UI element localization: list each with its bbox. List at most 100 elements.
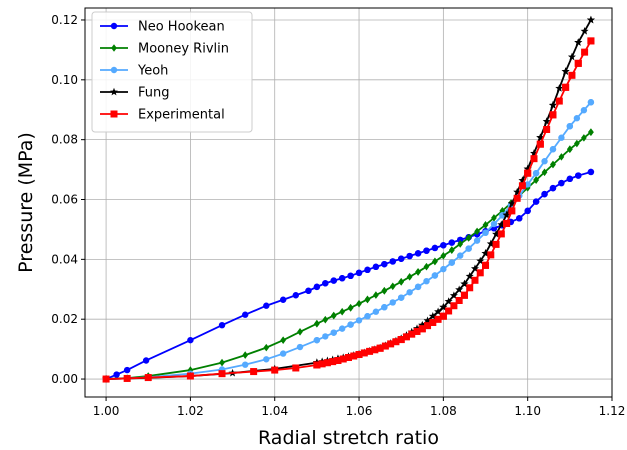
series-markers-mooney-rivlin: [103, 128, 594, 383]
dense-point-experimental: [334, 356, 342, 364]
dense-point-mooney-rivlin: [330, 311, 337, 320]
dense-point-yeoh: [423, 277, 430, 285]
dense-point-experimental: [549, 111, 557, 119]
dense-point-yeoh: [313, 336, 321, 344]
legend-marker-mooney-rivlin: [111, 44, 117, 52]
legend-label-experimental: Experimental: [138, 108, 225, 123]
dense-point-fung: [561, 67, 570, 75]
y-tick-label: 0.04: [51, 252, 78, 266]
dense-point-experimental: [323, 359, 331, 367]
dense-point-fung: [523, 164, 532, 173]
dense-point-mooney-rivlin: [581, 134, 587, 142]
dense-point-neo-hookean: [338, 275, 346, 282]
dense-point-experimental: [466, 284, 474, 292]
dense-point-neo-hookean: [389, 258, 396, 265]
dense-point-yeoh: [330, 329, 337, 336]
dense-point-fung: [486, 239, 495, 248]
dense-point-neo-hookean: [448, 239, 455, 246]
dense-point-experimental: [487, 251, 495, 259]
dense-point-mooney-rivlin: [398, 277, 405, 286]
dense-point-mooney-rivlin: [322, 315, 329, 324]
dense-point-mooney-rivlin: [314, 319, 320, 328]
dense-point-fung: [434, 307, 443, 316]
dense-point-fung: [423, 316, 432, 325]
data-point-yeoh: [296, 343, 304, 351]
dense-point-fung: [476, 256, 485, 265]
y-tick-label: 0.06: [51, 193, 78, 207]
y-axis-title: Pressure (MPa): [15, 132, 37, 273]
dense-point-mooney-rivlin: [389, 282, 396, 291]
dense-point-yeoh: [381, 304, 388, 311]
legend-marker-experimental: [110, 110, 118, 118]
data-point-mooney-rivlin: [263, 343, 270, 352]
dense-point-experimental: [424, 322, 432, 330]
dense-point-mooney-rivlin: [499, 207, 506, 215]
dense-point-fung: [586, 15, 595, 24]
dense-point-fung: [574, 38, 583, 46]
dense-point-yeoh: [457, 252, 464, 259]
data-point-neo-hookean: [279, 296, 287, 303]
dense-point-fung: [555, 84, 564, 92]
dense-point-experimental: [355, 351, 363, 359]
series-markers-experimental: [102, 37, 595, 383]
dense-point-yeoh: [347, 321, 354, 328]
dense-point-mooney-rivlin: [550, 160, 556, 169]
x-tick-label: 1.10: [514, 404, 541, 418]
dense-point-experimental: [555, 97, 563, 105]
legend-box: [91, 11, 253, 133]
dense-point-experimental: [397, 336, 405, 344]
dense-point-neo-hookean: [398, 255, 405, 262]
dense-point-mooney-rivlin: [465, 234, 472, 242]
x-tick-label: 1.06: [346, 404, 373, 418]
legend: Neo Hookean Mooney Rivlin Yeoh Fung Experime…: [91, 11, 253, 133]
dense-point-fung: [567, 52, 576, 61]
dense-point-neo-hookean: [355, 269, 363, 277]
dense-point-mooney-rivlin: [347, 304, 354, 312]
dense-point-experimental: [460, 291, 468, 299]
dense-point-mooney-rivlin: [373, 291, 379, 299]
dense-point-yeoh: [473, 237, 481, 244]
dense-point-neo-hookean: [558, 179, 565, 187]
plot-frame: [84, 7, 613, 398]
dense-point-yeoh: [440, 265, 447, 273]
legend-label-neo-hookean: Neo Hookean: [138, 20, 225, 35]
y-tick-label: 0.08: [51, 133, 78, 147]
dense-point-experimental: [492, 240, 500, 248]
dense-point-yeoh: [431, 272, 439, 279]
dense-point-fung: [518, 176, 527, 184]
dense-point-yeoh: [465, 245, 472, 252]
dense-point-neo-hookean: [431, 244, 439, 252]
dense-point-experimental: [587, 37, 595, 45]
dense-point-fung: [542, 117, 551, 125]
dense-point-neo-hookean: [549, 184, 557, 192]
dense-point-mooney-rivlin: [457, 240, 464, 248]
dense-point-neo-hookean: [330, 277, 337, 284]
dense-point-mooney-rivlin: [474, 227, 480, 236]
x-axis-title: Radial stretch ratio: [258, 427, 439, 449]
dense-point-experimental: [418, 325, 426, 333]
series-layer: [102, 15, 595, 383]
dense-point-neo-hookean: [532, 198, 540, 205]
legend-marker-neo-hookean: [110, 22, 118, 30]
dense-point-experimental: [329, 358, 337, 366]
dense-point-yeoh: [549, 146, 557, 153]
data-point-mooney-rivlin: [242, 351, 249, 359]
dense-point-mooney-rivlin: [415, 268, 421, 276]
dense-point-mooney-rivlin: [533, 176, 539, 184]
dense-point-yeoh: [490, 220, 498, 228]
dense-point-experimental: [503, 219, 511, 227]
dense-point-mooney-rivlin: [558, 153, 565, 161]
dense-point-mooney-rivlin: [356, 299, 362, 308]
dense-point-yeoh: [389, 299, 396, 306]
dense-point-fung: [536, 133, 545, 141]
x-tick-label: 1.02: [177, 404, 204, 418]
dense-point-fung: [497, 220, 506, 229]
dense-point-neo-hookean: [516, 215, 523, 222]
dense-point-fung: [428, 312, 437, 320]
dense-point-yeoh: [566, 122, 574, 130]
dense-point-experimental: [450, 302, 458, 310]
dense-point-experimental: [543, 125, 551, 133]
dense-point-yeoh: [406, 289, 413, 296]
dense-point-experimental: [376, 344, 384, 352]
